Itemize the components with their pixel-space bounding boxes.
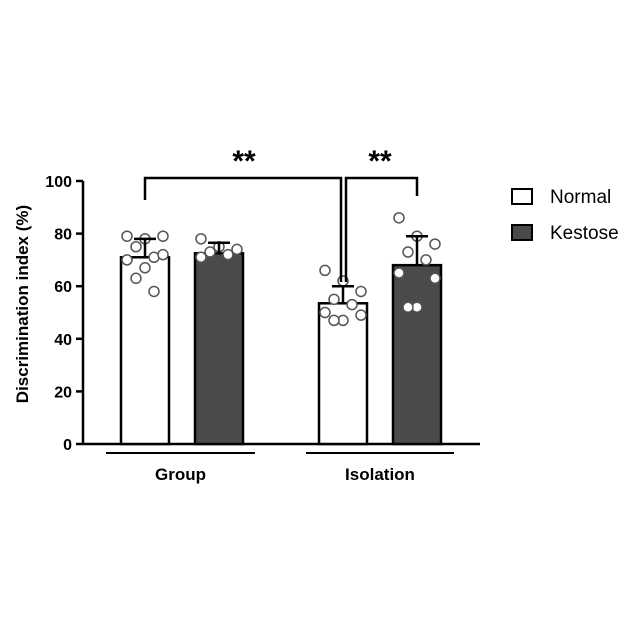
legend-label: Kestose xyxy=(550,223,619,244)
significance-brackets: ** ** xyxy=(145,145,417,282)
bar xyxy=(195,253,243,444)
data-point xyxy=(356,310,366,320)
data-point xyxy=(122,255,132,265)
error-bars xyxy=(134,236,428,303)
y-tick-label: 20 xyxy=(54,384,72,401)
y-axis-label: Discrimination index (%) xyxy=(13,205,32,403)
data-point xyxy=(122,231,132,241)
bar xyxy=(121,257,169,444)
data-point xyxy=(196,234,206,244)
data-point xyxy=(347,300,357,310)
data-point xyxy=(403,247,413,257)
data-point xyxy=(131,273,141,283)
data-point xyxy=(421,255,431,265)
legend-swatch xyxy=(512,189,532,204)
data-point xyxy=(320,265,330,275)
data-point xyxy=(320,308,330,318)
significance-label: ** xyxy=(232,145,256,178)
data-point xyxy=(356,286,366,296)
category-label: Group xyxy=(155,465,206,484)
data-point xyxy=(329,315,339,325)
data-point xyxy=(223,250,233,260)
data-point xyxy=(329,294,339,304)
y-tick-label: 40 xyxy=(54,332,72,349)
legend-swatch xyxy=(512,225,532,240)
data-point xyxy=(430,239,440,249)
data-point xyxy=(232,244,242,254)
data-point xyxy=(394,213,404,223)
data-point xyxy=(131,242,141,252)
y-tick-label: 60 xyxy=(54,279,72,296)
legend: Normal Kestose xyxy=(512,187,619,244)
y-tick-label: 100 xyxy=(45,174,72,191)
data-point xyxy=(158,231,168,241)
bar xyxy=(393,265,441,444)
y-tick-label: 80 xyxy=(54,227,72,244)
data-point xyxy=(196,252,206,262)
significance-label: ** xyxy=(368,145,392,178)
data-point xyxy=(158,250,168,260)
data-point xyxy=(149,286,159,296)
data-point xyxy=(140,263,150,273)
y-tick-label: 0 xyxy=(63,437,72,454)
legend-label: Normal xyxy=(550,187,611,208)
data-point xyxy=(205,247,215,257)
data-point xyxy=(394,268,404,278)
category-label: Isolation xyxy=(345,465,415,484)
data-point xyxy=(430,273,440,283)
data-point xyxy=(403,302,413,312)
bars xyxy=(121,253,441,444)
